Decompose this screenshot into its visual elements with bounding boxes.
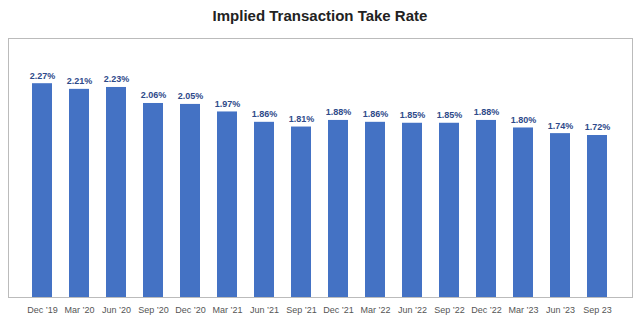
svg-text:1.74%: 1.74% [548, 121, 574, 131]
svg-text:1.72%: 1.72% [585, 122, 611, 132]
svg-text:Sep 23: Sep 23 [583, 305, 612, 315]
svg-text:Mar ’21: Mar ’21 [212, 305, 242, 315]
svg-text:Mar ’20: Mar ’20 [64, 305, 94, 315]
svg-text:Dec ’20: Dec ’20 [175, 305, 206, 315]
svg-text:1.86%: 1.86% [252, 109, 278, 119]
svg-text:Sep ’21: Sep ’21 [286, 305, 317, 315]
svg-text:Mar ’23: Mar ’23 [508, 305, 538, 315]
html-text:Implied Transaction Take Rate: Implied Transaction Take Rate [212, 7, 428, 24]
svg-text:Jun ’23: Jun ’23 [546, 305, 575, 315]
svg-text:Sep ’20: Sep ’20 [138, 305, 169, 315]
svg-text:1.88%: 1.88% [326, 107, 352, 117]
svg-text:1.85%: 1.85% [437, 110, 463, 120]
svg-text:1.88%: 1.88% [474, 107, 500, 117]
svg-text:Dec ’21: Dec ’21 [323, 305, 354, 315]
svg-text:2.27%: 2.27% [30, 71, 56, 81]
svg-text:2.06%: 2.06% [141, 90, 167, 100]
svg-text:1.80%: 1.80% [511, 115, 537, 125]
svg-text:Jun ’22: Jun ’22 [398, 305, 427, 315]
svg-text:1.85%: 1.85% [400, 110, 426, 120]
svg-text:Dec ’19: Dec ’19 [27, 305, 58, 315]
svg-text:1.86%: 1.86% [363, 109, 389, 119]
svg-text:2.21%: 2.21% [67, 76, 93, 86]
svg-text:Jun ’20: Jun ’20 [102, 305, 131, 315]
svg-text:Sep ’22: Sep ’22 [434, 305, 465, 315]
svg-text:Dec ’22: Dec ’22 [471, 305, 502, 315]
svg-text:Jun ’21: Jun ’21 [250, 305, 279, 315]
svg-text:1.81%: 1.81% [289, 114, 315, 124]
svg-text:1.97%: 1.97% [215, 99, 241, 109]
svg-text:2.23%: 2.23% [104, 74, 130, 84]
svg-text:2.05%: 2.05% [178, 91, 204, 101]
svg-text:Mar ’22: Mar ’22 [360, 305, 390, 315]
